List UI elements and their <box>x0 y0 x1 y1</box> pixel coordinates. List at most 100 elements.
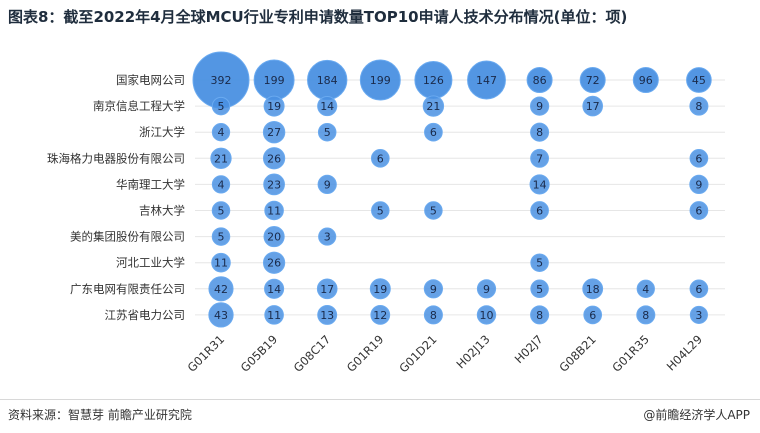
bubble <box>423 305 443 325</box>
bubble <box>211 123 231 142</box>
y-tick-label: 广东电网有限责任公司 <box>70 282 185 296</box>
x-tick-label: G08C17 <box>291 332 334 375</box>
bubble-value-label: 13 <box>320 309 334 322</box>
bubble-value-label: 14 <box>267 283 281 296</box>
bubble <box>689 305 708 324</box>
bubble <box>689 96 709 116</box>
bubble-value-label: 19 <box>267 100 281 113</box>
bubble <box>689 201 709 220</box>
bubble-value-label: 19 <box>373 283 387 296</box>
bubble <box>262 251 286 274</box>
bubble-value-label: 10 <box>480 309 494 322</box>
bubble-value-label: 199 <box>264 74 285 87</box>
bubble <box>211 252 231 273</box>
bubble-value-label: 6 <box>430 126 437 139</box>
bubble <box>636 279 655 298</box>
bubble-value-label: 11 <box>214 257 228 270</box>
bubble-value-label: 14 <box>533 178 547 191</box>
bubble <box>476 279 497 299</box>
bubble <box>636 305 656 325</box>
y-tick-label: 江苏省电力公司 <box>105 308 186 322</box>
bubble <box>211 227 231 246</box>
y-axis-labels: 国家电网公司南京信息工程大学浙江大学珠海格力电器股份有限公司华南理工大学吉林大学… <box>47 73 185 322</box>
x-tick-label: G01D21 <box>396 332 439 375</box>
bubble <box>317 96 338 117</box>
bubble-value-label: 5 <box>218 205 225 218</box>
bubble <box>317 304 338 325</box>
bubble <box>264 305 284 325</box>
bubble-value-label: 8 <box>642 309 649 322</box>
bubble <box>208 276 234 302</box>
bubble <box>359 59 401 101</box>
bubble-value-label: 8 <box>695 100 702 113</box>
bubble <box>579 67 606 93</box>
y-tick-label: 浙江大学 <box>139 125 185 139</box>
x-tick-label: G01R35 <box>609 332 652 375</box>
bubble-value-label: 96 <box>639 74 653 87</box>
footer-brand: @前瞻经济学人APP <box>643 408 750 422</box>
bubble <box>526 67 553 93</box>
bubble-value-label: 11 <box>267 309 281 322</box>
bubble <box>262 120 286 144</box>
bubble <box>529 96 550 116</box>
bubble-value-label: 4 <box>218 126 225 139</box>
bubble-value-label: 6 <box>377 152 384 165</box>
x-tick-label: G01R19 <box>344 332 387 375</box>
bubble <box>210 147 232 169</box>
bubble-chart: 392 199 184 199 126 147 86 72 96 455 19 14 21 9 17 84 27… <box>47 51 725 375</box>
bubble <box>530 122 550 142</box>
bubble <box>370 148 390 168</box>
bubble <box>371 201 390 220</box>
bubble <box>632 67 659 93</box>
bubble-value-label: 6 <box>695 205 702 218</box>
bubble-value-label: 14 <box>320 100 334 113</box>
x-tick-label: H04L29 <box>664 332 705 373</box>
x-axis-labels: G01R31 G05B19 G08C17 G01R19 G01D21 H02J13 H02J… <box>185 332 705 375</box>
bubble-value-label: 147 <box>476 74 497 87</box>
bubble-value-label: 9 <box>483 283 490 296</box>
bubble <box>582 95 604 117</box>
y-tick-label: 华南理工大学 <box>116 177 185 191</box>
bubble-value-label: 23 <box>267 178 281 191</box>
bubble-value-label: 9 <box>695 178 702 191</box>
bubble <box>530 305 550 325</box>
bubble-value-label: 8 <box>536 309 543 322</box>
bubble-value-label: 72 <box>586 74 600 87</box>
x-tick-label: G08B21 <box>556 332 598 374</box>
bubble-value-label: 199 <box>370 74 391 87</box>
bubble <box>264 200 284 221</box>
y-tick-label: 河北工业大学 <box>116 256 185 270</box>
bubble-value-label: 3 <box>695 309 702 322</box>
bubble <box>423 279 444 299</box>
bubble-value-label: 20 <box>267 231 281 244</box>
bubble-value-label: 9 <box>430 283 437 296</box>
bubble-value-label: 5 <box>324 126 331 139</box>
bubble-value-label: 5 <box>218 231 225 244</box>
bubble-value-label: 6 <box>589 309 596 322</box>
bubble <box>318 227 337 246</box>
y-tick-label: 吉林大学 <box>139 204 185 218</box>
bubble-value-label: 9 <box>536 100 543 113</box>
bubble-value-label: 8 <box>430 309 437 322</box>
bubble-value-label: 42 <box>214 283 228 296</box>
bubble-value-label: 5 <box>218 100 225 113</box>
bubble-value-label: 27 <box>267 126 281 139</box>
bubble-value-label: 5 <box>536 283 543 296</box>
bubble <box>530 279 549 299</box>
bubble-value-label: 5 <box>377 205 384 218</box>
label-layer: 392 199 184 199 126 147 86 72 96 455 19 14 21 9 17 84 27… <box>211 74 706 322</box>
bubble-layer <box>192 51 712 328</box>
bubble <box>263 95 285 117</box>
bubble-value-label: 126 <box>423 74 444 87</box>
x-tick-label: G01R31 <box>185 332 228 375</box>
bubble <box>263 226 285 248</box>
bubble <box>583 305 603 325</box>
bubble-value-label: 7 <box>536 152 543 165</box>
bubble <box>424 122 443 142</box>
bubble <box>316 278 338 300</box>
bubble <box>262 147 286 170</box>
y-tick-label: 珠海格力电器股份有限公司 <box>47 151 185 165</box>
bubble-value-label: 184 <box>317 74 338 87</box>
bubble-value-label: 8 <box>536 126 543 139</box>
bubble-value-label: 5 <box>536 257 543 270</box>
